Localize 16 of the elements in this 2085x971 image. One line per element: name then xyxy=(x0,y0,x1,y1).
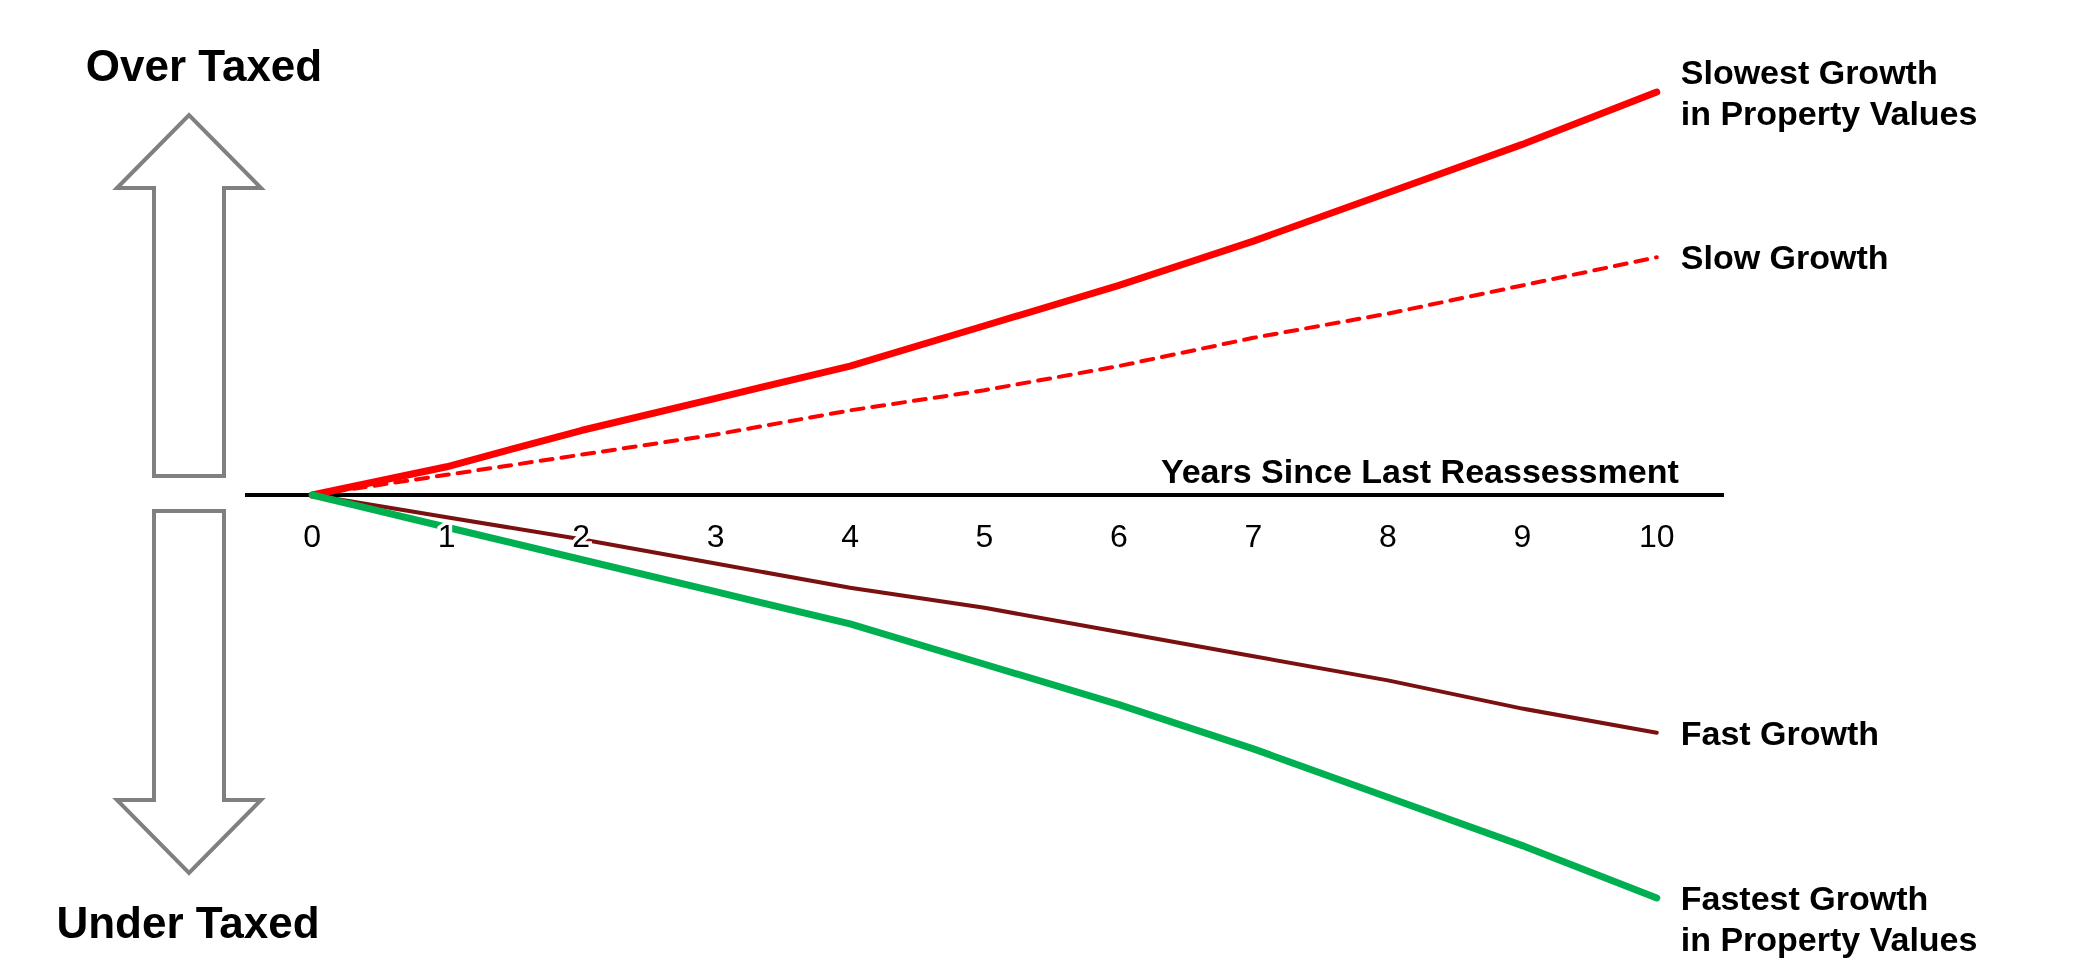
x-axis-title: Years Since Last Reassessment xyxy=(1160,452,1679,490)
series-label: Fastest Growth in Property Values xyxy=(1680,879,1978,958)
x-tick-label: 7 xyxy=(1244,518,1263,554)
series-label: Slow Growth xyxy=(1680,238,1889,277)
series-label: Fast Growth xyxy=(1680,713,1880,752)
annotation: Under Taxed xyxy=(56,898,320,947)
text: Over Taxed xyxy=(85,41,323,90)
x-tick-label: 10 xyxy=(1638,518,1675,554)
x-tick-label: 4 xyxy=(841,518,859,554)
x-tick-label: 3 xyxy=(706,518,725,554)
x-tick-label: 9 xyxy=(1513,518,1532,554)
series-label: Slowest Growth in Property Values xyxy=(1680,53,1978,132)
x-tick-label: 6 xyxy=(1110,518,1128,554)
x-tick-label: 5 xyxy=(975,518,994,554)
x-tick-label: 0 xyxy=(303,518,322,554)
x-tick-label: 8 xyxy=(1378,518,1397,554)
